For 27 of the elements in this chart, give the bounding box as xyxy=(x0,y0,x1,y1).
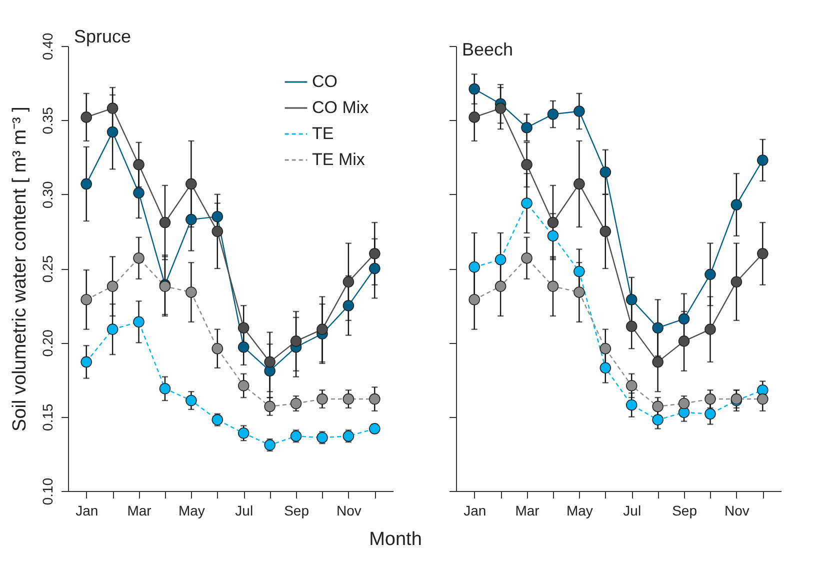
chart-title: Beech xyxy=(462,40,514,60)
y-tick-label: 0.20 xyxy=(40,329,56,357)
y-tick-label: 0.30 xyxy=(40,180,56,208)
x-tick-label: Sep xyxy=(672,502,698,518)
y-tick-label: 0.35 xyxy=(40,106,56,134)
x-tick-label: Jul xyxy=(235,502,254,518)
x-axis-title: Month xyxy=(369,529,422,550)
x-tick-label: Jul xyxy=(623,502,642,518)
y-tick-label: 0.15 xyxy=(40,403,56,431)
legend-label: CO xyxy=(312,72,338,91)
x-tick-label: Nov xyxy=(336,502,362,518)
y-axis-title: Soil volumetric water content [ m³ m⁻³ ] xyxy=(10,106,30,432)
x-tick-label: Nov xyxy=(724,502,750,518)
y-tick-label: 0.25 xyxy=(40,255,56,283)
legend-label: TE xyxy=(312,124,334,143)
x-tick-label: May xyxy=(566,502,593,518)
x-tick-label: Jan xyxy=(76,502,98,518)
legend-label: CO Mix xyxy=(312,98,370,117)
x-tick-label: Mar xyxy=(515,502,540,518)
x-tick-label: May xyxy=(178,502,205,518)
x-tick-label: Mar xyxy=(127,502,152,518)
x-tick-label: Jan xyxy=(464,502,486,518)
chart-title: Spruce xyxy=(74,26,132,46)
legend-label: TE Mix xyxy=(312,150,366,169)
y-tick-label: 0.40 xyxy=(40,32,56,60)
y-tick-label: 0.10 xyxy=(40,478,56,506)
x-tick-label: Sep xyxy=(284,502,310,518)
